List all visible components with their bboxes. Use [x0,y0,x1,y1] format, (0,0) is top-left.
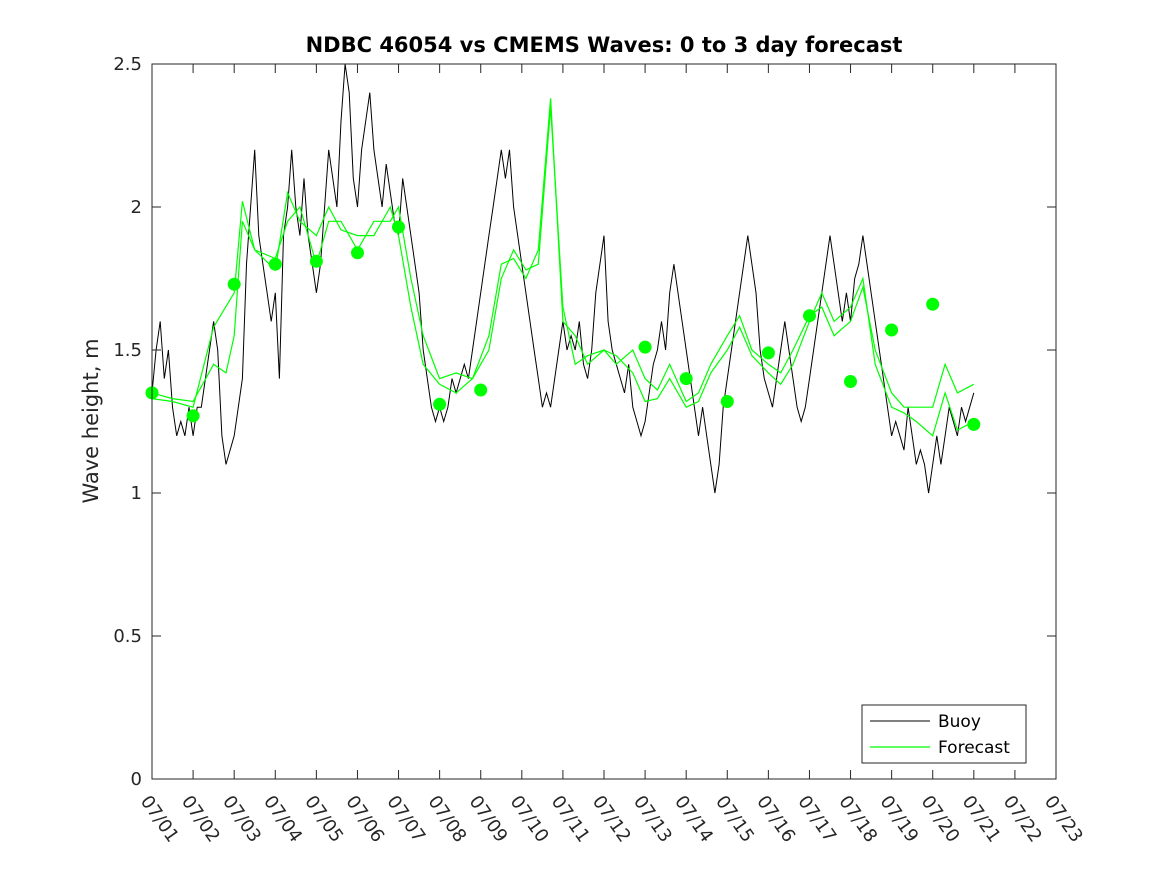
forecast-marker-7 [392,220,405,234]
forecast-marker-10 [638,340,652,354]
forecast-marker-16 [885,323,899,337]
y-tick-label: 2.5 [113,54,142,75]
forecast-run-line-1 [151,106,975,408]
plot-area [152,64,1056,779]
y-tick-label: 0 [131,769,142,790]
y-tick-label: 2 [131,197,142,218]
y-tick-label: 1.5 [113,340,142,361]
chart-title: NDBC 46054 vs CMEMS Waves: 0 to 3 day fo… [306,33,903,57]
forecast-run-line-2 [151,98,975,437]
y-axis-ticks: 0 0.5 1 1.5 2 2.5 [113,54,1056,790]
forecast-marker-3 [227,277,241,291]
legend-label-buoy: Buoy [938,712,981,732]
series-layer [145,63,981,494]
legend-label-forecast: Forecast [938,738,1010,758]
forecast-marker-8 [433,397,447,411]
forecast-marker-9 [474,383,488,397]
y-tick-label: 1 [131,483,142,504]
legend-box [861,704,1027,764]
forecast-marker-5 [309,254,323,268]
forecast-marker-12 [720,395,734,408]
forecast-marker-17 [926,297,940,311]
forecast-marker-13 [761,346,775,360]
forecast-marker-2 [186,409,200,423]
forecast-marker-14 [803,309,816,323]
legend: Buoy Forecast [861,704,1027,764]
forecast-marker-18 [967,417,981,431]
forecast-marker-6 [351,246,364,260]
y-axis-label: Wave height, m [79,338,103,503]
forecast-marker-11 [679,372,693,386]
forecast-marker-15 [844,375,857,388]
y-tick-label: 0.5 [113,626,142,647]
forecast-marker-4 [268,257,282,271]
